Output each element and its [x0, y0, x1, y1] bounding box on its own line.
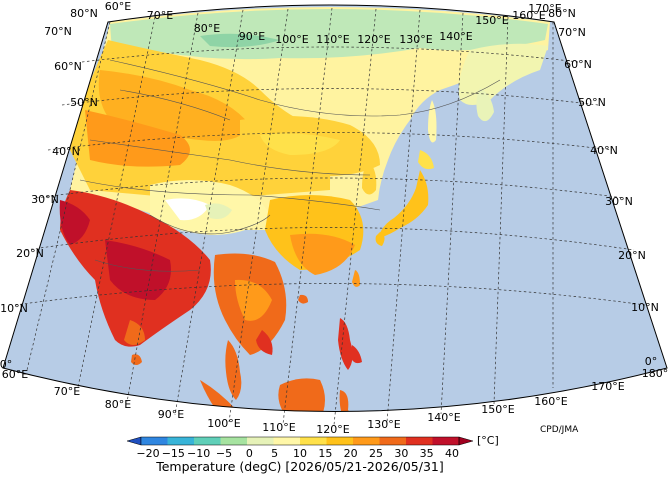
lat-label-right: 50°N — [578, 96, 606, 109]
colorbar-segment — [379, 437, 407, 445]
colorbar-tick-label: 35 — [420, 447, 434, 460]
lat-label-right: 70°N — [558, 26, 586, 39]
lon-label-bottom: 60°E — [2, 368, 28, 381]
lon-label-top: 70°E — [147, 9, 173, 22]
lon-label-top: 120°E — [357, 33, 390, 46]
lat-label-left: 70°N — [44, 25, 72, 38]
colorbar-tick-label: −20 — [136, 447, 159, 460]
colorbar-segment — [220, 437, 248, 445]
lat-labels-left: 80°N 70°N 60°N 50°N 40°N 30°N 20°N 10°N 0° — [0, 7, 98, 371]
lon-label-bottom: 80°E — [105, 398, 131, 411]
lon-label-bottom: 140°E — [427, 411, 460, 424]
lat-label-left: 0° — [0, 358, 12, 371]
colorbar-tick-label: 25 — [369, 447, 383, 460]
colorbar-tick-label: 10 — [293, 447, 307, 460]
lon-label-top: 130°E — [399, 33, 432, 46]
lat-label-right: 60°N — [564, 58, 592, 71]
lon-label-top: 100°E — [275, 33, 308, 46]
lon-label-bottom: 170°E — [591, 380, 624, 393]
colorbar-tick-label: 40 — [445, 447, 459, 460]
lon-label-bottom: 90°E — [158, 408, 184, 421]
colorbar-segment — [406, 437, 433, 445]
colorbar-segment — [326, 437, 354, 445]
lon-labels-top: 60°E 70°E 80°E 90°E 100°E 110°E 120°E 130°E 140°… — [105, 0, 562, 46]
colorbar-segment — [194, 437, 221, 445]
lon-label-top: 160°E — [512, 9, 545, 22]
lat-label-left: 10°N — [0, 302, 28, 315]
colorbar-segment — [273, 437, 301, 445]
lat-label-left: 60°N — [54, 60, 82, 73]
lon-label-bottom: 130°E — [367, 418, 400, 431]
colorbar-tick-label: −15 — [162, 447, 185, 460]
colorbar-unit: [°C] — [477, 434, 499, 447]
colorbar-segment — [141, 437, 168, 445]
lat-label-right: 0° — [645, 355, 658, 368]
lat-label-right: 10°N — [631, 301, 659, 314]
credit-label: CPD/JMA — [540, 425, 579, 435]
colorbar: −20 −15 −10 −5 0 5 10 15 20 25 30 35 40 — [126, 436, 474, 460]
colorbar-tick-label: 20 — [344, 447, 358, 460]
colorbar-segment — [167, 437, 195, 445]
lon-label-top: 150°E — [475, 14, 508, 27]
lon-label-bottom: 150°E — [481, 403, 514, 416]
lon-label-top: 60°E — [105, 0, 131, 13]
lon-label-top: 90°E — [239, 30, 265, 43]
lat-label-right: 40°N — [590, 144, 618, 157]
colorbar-arrow-low — [126, 436, 142, 446]
lon-label-bottom: 120°E — [316, 423, 349, 436]
lat-label-left: 30°N — [31, 193, 59, 206]
land-japan — [378, 170, 429, 238]
lon-label-top: 110°E — [316, 33, 349, 46]
lon-label-bottom: 100°E — [207, 417, 240, 430]
colorbar-segment — [432, 437, 460, 445]
lon-labels-bottom: 60°E 70°E 80°E 90°E 100°E 110°E 120°E 130°E 140°… — [2, 367, 668, 436]
colorbar-segment — [300, 437, 327, 445]
map-title: Temperature (degC) [2026/05/21-2026/05/3… — [155, 459, 444, 474]
lat-label-right: 20°N — [618, 249, 646, 262]
colorbar-frame — [140, 436, 460, 446]
lat-label-left: 20°N — [16, 247, 44, 260]
temperature-field — [59, 7, 550, 412]
lat-label-left: 50°N — [70, 96, 98, 109]
colorbar-tick-label: −10 — [187, 447, 210, 460]
lon-label-top: 170°E — [528, 2, 561, 15]
lon-label-bottom: 110°E — [262, 421, 295, 434]
lon-label-bottom: 180° — [642, 367, 669, 380]
colorbar-tick-label: 30 — [394, 447, 408, 460]
colorbar-tick-label: 5 — [271, 447, 278, 460]
colorbar-arrow-high — [458, 436, 474, 446]
colorbar-segment — [353, 437, 380, 445]
lon-label-top: 140°E — [439, 30, 472, 43]
graticule — [14, 7, 646, 426]
lat-labels-right: 80°N 70°N 60°N 50°N 40°N 30°N 20°N 10°N 0° — [548, 7, 659, 368]
colorbar-tick-label: −5 — [216, 447, 232, 460]
colorbar-tick-label: 15 — [318, 447, 332, 460]
lon-label-bottom: 160°E — [534, 395, 567, 408]
lon-label-top: 80°E — [194, 22, 220, 35]
land-borneo — [278, 378, 325, 412]
colorbar-segment — [247, 437, 274, 445]
map-frame — [2, 4, 668, 412]
lat-label-left: 80°N — [70, 7, 98, 20]
lat-label-right: 80°N — [548, 7, 576, 20]
colorbar-tick-label: 0 — [246, 447, 253, 460]
lat-label-right: 30°N — [605, 195, 633, 208]
lon-label-bottom: 70°E — [54, 385, 80, 398]
lat-label-left: 40°N — [52, 145, 80, 158]
